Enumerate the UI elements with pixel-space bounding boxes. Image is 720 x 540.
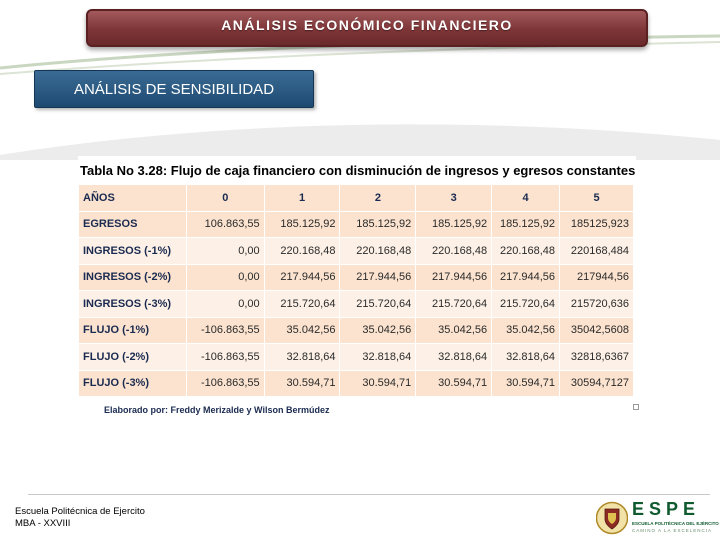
table-cell: 35.042,56 xyxy=(263,316,341,344)
table-row: FLUJO (-3%) -106.863,55 30.594,71 30.594,71… xyxy=(78,369,634,397)
table-cell: 220.168,48 xyxy=(263,237,341,265)
table-cell: 215720,636 xyxy=(559,290,634,318)
cash-flow-table: AÑOS 0 1 2 3 4 5 EGRESOS 106.863,55 185.125,92 185… xyxy=(78,184,634,397)
title-banner: ANÁLISIS ECONÓMICO FINANCIERO xyxy=(86,9,648,47)
row-label: FLUJO (-1%) xyxy=(78,316,187,344)
table-cell: 217944,56 xyxy=(559,263,634,291)
column-header-year-0: 0 xyxy=(185,184,265,212)
column-header-year-3: 3 xyxy=(415,184,493,212)
table-cell: 220.168,48 xyxy=(339,237,417,265)
table-row: INGRESOS (-1%) 0,00 220.168,48 220.168,48 22… xyxy=(78,237,634,265)
table-cell: 35042,5608 xyxy=(559,316,634,344)
table-header-row: AÑOS 0 1 2 3 4 5 xyxy=(78,184,634,212)
table-source-note: Elaborado por: Freddy Merizalde y Wilson… xyxy=(104,405,330,415)
table-cell: 35.042,56 xyxy=(491,316,561,344)
table-cell: 32.818,64 xyxy=(339,343,417,371)
table-cell: 106.863,55 xyxy=(185,210,265,238)
shield-icon xyxy=(596,501,628,535)
table-cell: 217.944,56 xyxy=(415,263,493,291)
table-cell: 185.125,92 xyxy=(339,210,417,238)
table-row: FLUJO (-2%) -106.863,55 32.818,64 32.818,64… xyxy=(78,343,634,371)
table-cell: -106.863,55 xyxy=(185,369,265,397)
table-cell: 30.594,71 xyxy=(491,369,561,397)
column-header-year-4: 4 xyxy=(491,184,561,212)
table-cell: 217.944,56 xyxy=(491,263,561,291)
table-cell: 32.818,64 xyxy=(491,343,561,371)
section-subtitle: ANÁLISIS DE SENSIBILIDAD xyxy=(73,80,275,98)
table-cell: 30.594,71 xyxy=(339,369,417,397)
row-label: INGRESOS (-1%) xyxy=(78,237,187,265)
table-cell: 185.125,92 xyxy=(491,210,561,238)
row-label: FLUJO (-3%) xyxy=(78,369,187,397)
table-cell: 32.818,64 xyxy=(263,343,341,371)
column-header-years: AÑOS xyxy=(78,184,187,212)
table-cell: 217.944,56 xyxy=(263,263,341,291)
footer-divider xyxy=(28,494,710,495)
column-header-year-2: 2 xyxy=(339,184,417,212)
row-label: INGRESOS (-3%) xyxy=(78,290,187,318)
column-header-year-1: 1 xyxy=(263,184,341,212)
table-cell: 0,00 xyxy=(185,290,265,318)
table-row: FLUJO (-1%) -106.863,55 35.042,56 35.042,56… xyxy=(78,316,634,344)
table-row: INGRESOS (-2%) 0,00 217.944,56 217.944,56 21… xyxy=(78,263,634,291)
table-row: INGRESOS (-3%) 0,00 215.720,64 215.720,64 21… xyxy=(78,290,634,318)
gray-swoosh xyxy=(0,124,720,160)
column-header-year-5: 5 xyxy=(559,184,634,212)
footer-text: Escuela Politécnica de Ejercito MBA - XX… xyxy=(15,506,145,530)
table-row: EGRESOS 106.863,55 185.125,92 185.125,92 185… xyxy=(78,210,634,238)
table-cell: 217.944,56 xyxy=(339,263,417,291)
espe-wordmark: ESPE xyxy=(632,499,701,519)
row-label: EGRESOS xyxy=(78,210,187,238)
table-cell: 220.168,48 xyxy=(491,237,561,265)
footer-program: MBA - XXVIII xyxy=(15,518,71,529)
espe-subtitle: ESCUELA POLITÉCNICA DEL EJÉRCITO xyxy=(632,521,719,526)
table-cell: 30.594,71 xyxy=(263,369,341,397)
table-cell: 220168,484 xyxy=(559,237,634,265)
table-cell: 185.125,92 xyxy=(263,210,341,238)
table-cell: 215.720,64 xyxy=(263,290,341,318)
table-cell: 215.720,64 xyxy=(491,290,561,318)
table-cell: 215.720,64 xyxy=(415,290,493,318)
table-title: Tabla No 3.28: Flujo de caja financiero … xyxy=(80,163,636,178)
espe-motto: CAMINO A LA EXCELENCIA xyxy=(632,528,713,533)
row-label: INGRESOS (-2%) xyxy=(78,263,187,291)
section-subtitle-box: ANÁLISIS DE SENSIBILIDAD xyxy=(34,70,314,108)
cash-flow-table-figure: Tabla No 3.28: Flujo de caja financiero … xyxy=(78,156,636,415)
table-cell: 220.168,48 xyxy=(415,237,493,265)
footer-school: Escuela Politécnica de Ejercito xyxy=(15,506,145,517)
resize-handle xyxy=(633,404,639,410)
table-cell: -106.863,55 xyxy=(185,343,265,371)
espe-logo: ESPE ESCUELA POLITÉCNICA DEL EJÉRCITO CA… xyxy=(596,499,719,537)
table-cell: 215.720,64 xyxy=(339,290,417,318)
table-cell: 185125,923 xyxy=(559,210,634,238)
table-cell: 32.818,64 xyxy=(415,343,493,371)
table-cell: 35.042,56 xyxy=(339,316,417,344)
table-cell: 32818,6367 xyxy=(559,343,634,371)
table-cell: -106.863,55 xyxy=(185,316,265,344)
table-cell: 30594,7127 xyxy=(559,369,634,397)
table-cell: 0,00 xyxy=(185,237,265,265)
table-cell: 0,00 xyxy=(185,263,265,291)
table-cell: 30.594,71 xyxy=(415,369,493,397)
table-cell: 35.042,56 xyxy=(415,316,493,344)
table-cell: 185.125,92 xyxy=(415,210,493,238)
page-title: ANÁLISIS ECONÓMICO FINANCIERO xyxy=(221,17,513,33)
row-label: FLUJO (-2%) xyxy=(78,343,187,371)
